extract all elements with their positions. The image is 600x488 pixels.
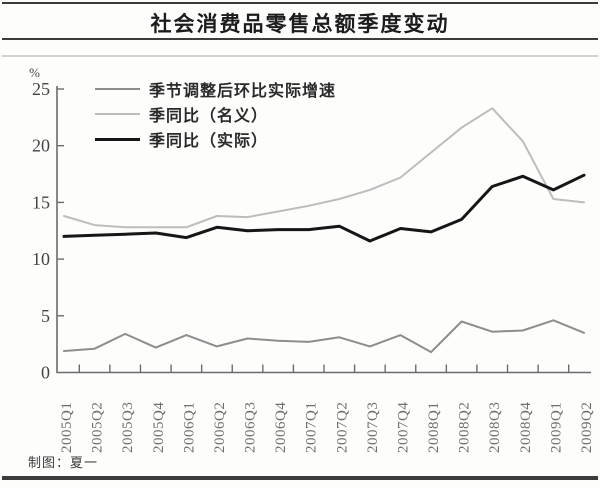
y-tick-label: 5 [41, 306, 50, 326]
x-tick-label: 2007Q1 [304, 402, 320, 453]
title-rule [2, 38, 598, 40]
legend-line-qoq [95, 88, 140, 90]
secondary-rule [2, 55, 598, 57]
legend-line-nominal [95, 113, 140, 115]
chart-title: 社会消费品零售总额季度变动 [150, 12, 450, 36]
series-line-0 [63, 319, 585, 354]
x-tick-label: 2005Q4 [151, 402, 167, 453]
x-tick-label: 2007Q4 [395, 402, 411, 453]
x-tick-label: 2005Q2 [90, 402, 106, 453]
x-tick-label: 2008Q2 [457, 402, 473, 453]
x-tick-label: 2007Q2 [334, 402, 350, 453]
y-tick-label: 0 [41, 363, 50, 383]
legend-item-nominal: 季同比（名义） [95, 104, 336, 125]
x-tick-label: 2005Q3 [120, 402, 136, 453]
x-tick-label: 2006Q1 [181, 402, 197, 453]
x-tick-label: 2008Q4 [518, 402, 534, 453]
legend-label-real: 季同比（实际） [149, 133, 269, 150]
series-line-2 [62, 173, 586, 243]
legend-item-qoq: 季节调整后环比实际增速 [95, 79, 337, 100]
y-tick-label: 20 [32, 136, 50, 156]
axis-lines [56, 86, 591, 374]
bottom-rule [2, 476, 598, 480]
legend-item-real: 季同比（实际） [95, 129, 336, 150]
y-axis-unit-label: % [29, 65, 40, 80]
y-tick-label: 15 [32, 192, 50, 212]
top-rule [2, 2, 598, 4]
x-tick-label: 2009Q1 [548, 402, 564, 453]
x-tick-label: 2008Q3 [487, 402, 503, 453]
legend-label-qoq: 季节调整后环比实际增速 [149, 83, 337, 100]
x-tick-label: 2005Q1 [59, 402, 75, 453]
x-tick-label: 2006Q2 [212, 402, 228, 453]
credit-text: 制图：夏一 [28, 455, 99, 470]
chart-legend: 季节调整后环比实际增速 季同比（名义） 季同比（实际） [95, 79, 336, 154]
x-tick-label: 2008Q1 [426, 402, 442, 453]
x-tick-label: 2007Q3 [365, 402, 381, 453]
legend-line-real [95, 137, 140, 141]
series-line-1 [63, 107, 585, 229]
x-tick-label: 2009Q2 [579, 402, 595, 453]
legend-label-nominal: 季同比（名义） [149, 108, 269, 125]
y-tick-label: 10 [32, 249, 50, 269]
x-tick-label: 2006Q4 [273, 402, 289, 453]
x-tick-label: 2006Q3 [243, 402, 259, 453]
y-tick-label: 25 [32, 79, 50, 99]
